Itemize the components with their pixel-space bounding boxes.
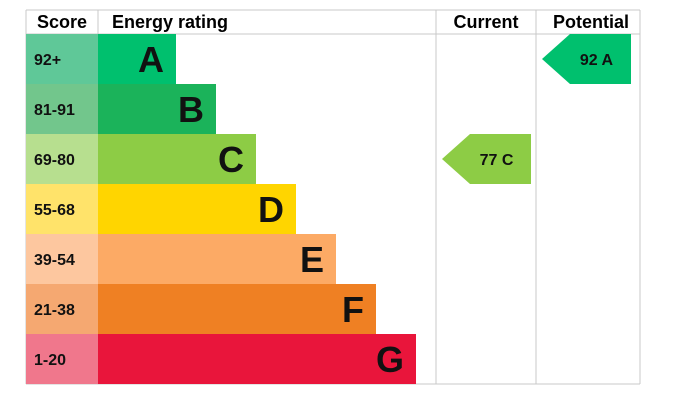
score-cell-c bbox=[26, 134, 98, 184]
rating-bar-b bbox=[98, 84, 216, 134]
header-energy-rating: Energy rating bbox=[112, 12, 228, 32]
score-cell-b bbox=[26, 84, 98, 134]
rating-letter-e: E bbox=[300, 239, 324, 280]
score-label-a: 92+ bbox=[34, 52, 61, 69]
rating-letter-d: D bbox=[258, 189, 284, 230]
rating-letter-g: G bbox=[376, 339, 404, 380]
rating-letter-f: F bbox=[342, 289, 364, 330]
header-current: Current bbox=[453, 12, 518, 32]
score-label-f: 21-38 bbox=[34, 302, 75, 319]
rating-letter-b: B bbox=[178, 89, 204, 130]
header-score: Score bbox=[37, 12, 87, 32]
table-headers: Score Energy rating Current Potential bbox=[37, 12, 629, 32]
potential-rating-label: 92 A bbox=[580, 52, 614, 69]
rating-bar-e bbox=[98, 234, 336, 284]
rating-bar-g bbox=[98, 334, 416, 384]
header-potential: Potential bbox=[553, 12, 629, 32]
score-cell-f bbox=[26, 284, 98, 334]
rating-bar-a bbox=[98, 34, 176, 84]
score-cell-e bbox=[26, 234, 98, 284]
score-label-e: 39-54 bbox=[34, 252, 75, 269]
score-cell-g bbox=[26, 334, 98, 384]
rating-bar-c bbox=[98, 134, 256, 184]
rating-letter-a: A bbox=[138, 39, 164, 80]
score-cell-a bbox=[26, 34, 98, 84]
rating-arrows: 77 C 92 A bbox=[442, 34, 631, 184]
potential-rating-arrow bbox=[542, 34, 631, 84]
current-rating-label: 77 C bbox=[480, 152, 514, 169]
score-label-c: 69-80 bbox=[34, 152, 75, 169]
score-cell-d bbox=[26, 184, 98, 234]
score-label-b: 81-91 bbox=[34, 102, 75, 119]
score-label-d: 55-68 bbox=[34, 202, 75, 219]
current-rating-arrow bbox=[442, 134, 531, 184]
rating-bar-d bbox=[98, 184, 296, 234]
rating-letter-c: C bbox=[218, 139, 244, 180]
rating-bar-f bbox=[98, 284, 376, 334]
score-label-g: 1-20 bbox=[34, 352, 66, 369]
rating-bands: 92+ A 81-91 B 69-80 C 55-68 D 39-54 E 21-38 F 1-20 G bbox=[26, 34, 416, 384]
